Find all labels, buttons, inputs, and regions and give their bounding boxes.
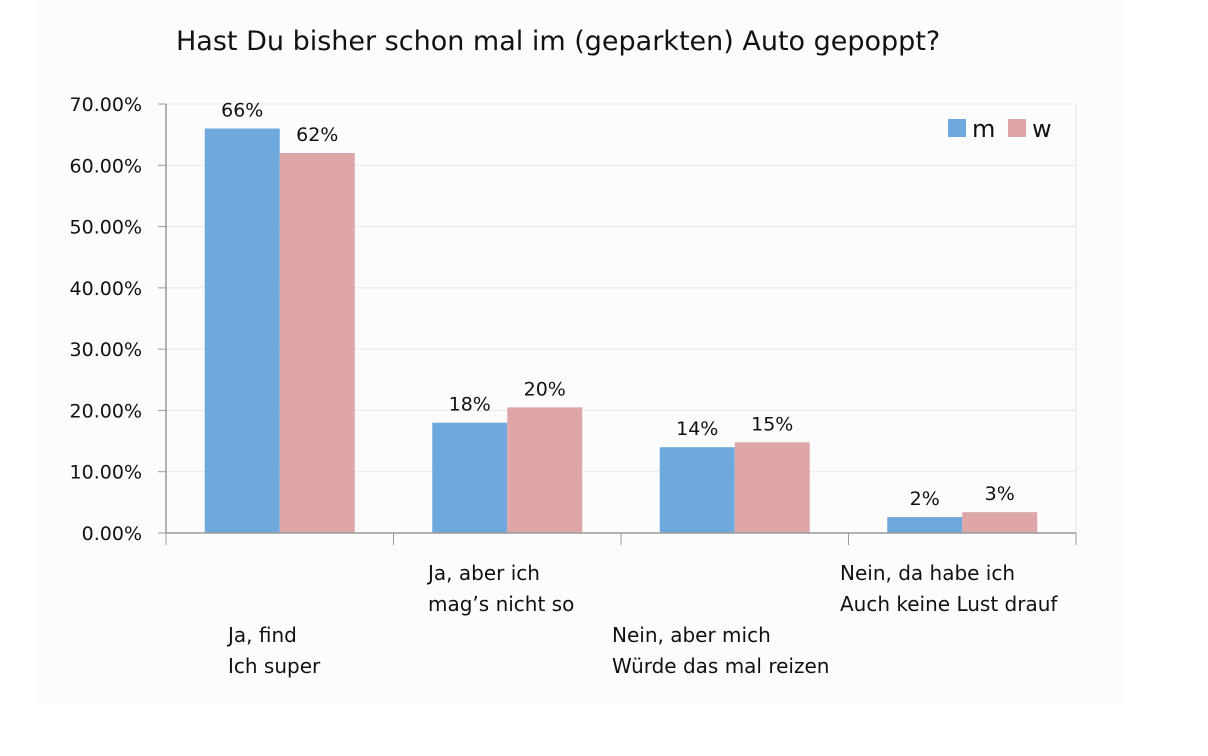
y-tick-label: 70.00% xyxy=(70,94,142,116)
y-tick-label: 60.00% xyxy=(70,155,142,177)
x-category-label: Ja, find Ich super xyxy=(226,623,321,678)
bar-w xyxy=(734,442,810,533)
y-tick-label: 0.00% xyxy=(82,523,142,545)
y-tick-label: 50.00% xyxy=(70,217,142,239)
bar-m xyxy=(887,517,963,533)
data-label-m: 18% xyxy=(449,394,491,416)
data-label-w: 3% xyxy=(985,483,1015,505)
legend-label-m: m xyxy=(972,115,995,143)
bar-m xyxy=(659,447,735,533)
y-tick-label: 40.00% xyxy=(70,278,142,300)
y-tick-label: 10.00% xyxy=(70,462,142,484)
chart-title: Hast Du bisher schon mal im (geparkten) … xyxy=(176,26,940,57)
bar-w xyxy=(962,512,1038,533)
bar-w xyxy=(279,153,355,533)
bar-m xyxy=(204,128,280,533)
y-tick-label: 20.00% xyxy=(70,400,142,422)
x-category-label: Nein, da habe ich Auch keine Lust drauf xyxy=(840,561,1058,616)
legend-swatch-m xyxy=(948,119,966,137)
x-category-label: Ja, aber ich mag’s nicht so xyxy=(426,561,574,616)
bar-w xyxy=(507,407,583,533)
data-label-w: 20% xyxy=(524,378,566,400)
legend-swatch-w xyxy=(1008,119,1026,137)
data-label-m: 14% xyxy=(676,418,718,440)
y-tick-label: 30.00% xyxy=(70,339,142,361)
data-label-m: 2% xyxy=(910,488,940,510)
bar-m xyxy=(432,422,508,533)
data-label-m: 66% xyxy=(221,100,263,122)
x-category-label: Nein, aber mich Würde das mal reizen xyxy=(612,623,829,678)
legend-label-w: w xyxy=(1032,115,1052,143)
data-label-w: 15% xyxy=(751,413,793,435)
data-label-w: 62% xyxy=(296,124,338,146)
